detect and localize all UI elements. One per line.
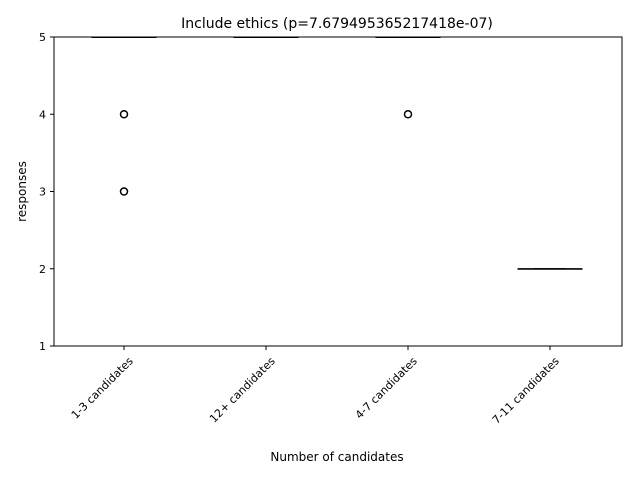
x-tick-label: 7-11 candidates	[490, 354, 562, 426]
outlier-point	[403, 110, 413, 119]
x-tick-label: 12+ candidates	[207, 354, 278, 425]
chart-title: Include ethics (p=7.679495365217418e-07)	[181, 16, 493, 32]
y-tick-label: 1	[39, 340, 46, 353]
outlier-point	[119, 110, 129, 119]
x-tick-label: 1-3 candidates	[69, 354, 136, 421]
x-axis: 1-3 candidates 12+ candidates 4-7 candidat…	[69, 346, 562, 427]
outlier-point	[119, 187, 129, 196]
boxes-layer	[91, 36, 583, 270]
y-axis: 1 2 3 4 5	[39, 31, 54, 353]
y-axis-label: responses	[15, 161, 29, 222]
y-tick-label: 4	[39, 108, 46, 121]
x-tick-label: 4-7 candidates	[353, 354, 420, 421]
y-tick-label: 2	[39, 263, 46, 276]
plot-area-frame	[53, 36, 623, 347]
y-tick-label: 5	[39, 31, 46, 44]
x-axis-label: Number of candidates	[270, 450, 403, 464]
y-tick-label: 3	[39, 186, 46, 199]
